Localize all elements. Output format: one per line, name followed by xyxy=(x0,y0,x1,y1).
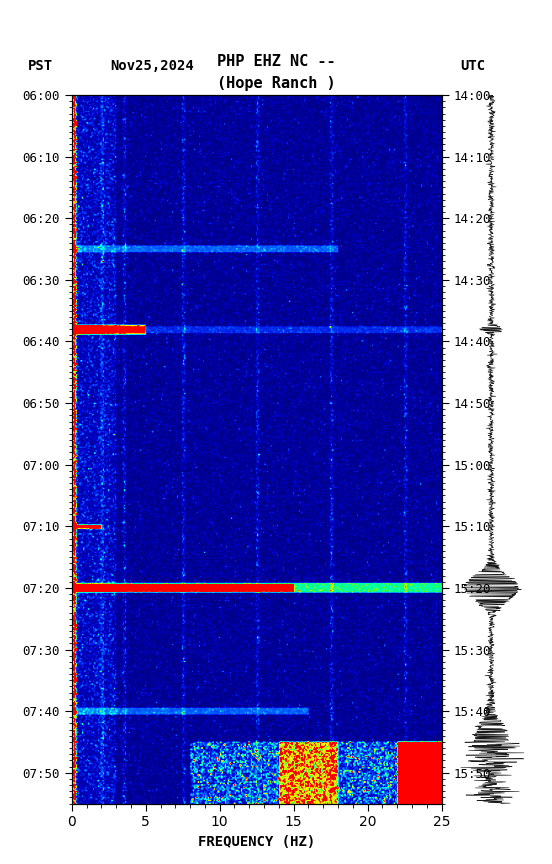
X-axis label: FREQUENCY (HZ): FREQUENCY (HZ) xyxy=(198,835,315,849)
Text: (Hope Ranch ): (Hope Ranch ) xyxy=(217,76,335,91)
Text: PST: PST xyxy=(28,60,53,73)
Text: Nov25,2024: Nov25,2024 xyxy=(110,60,194,73)
Text: PHP EHZ NC --: PHP EHZ NC -- xyxy=(217,54,335,69)
Text: UTC: UTC xyxy=(460,60,486,73)
